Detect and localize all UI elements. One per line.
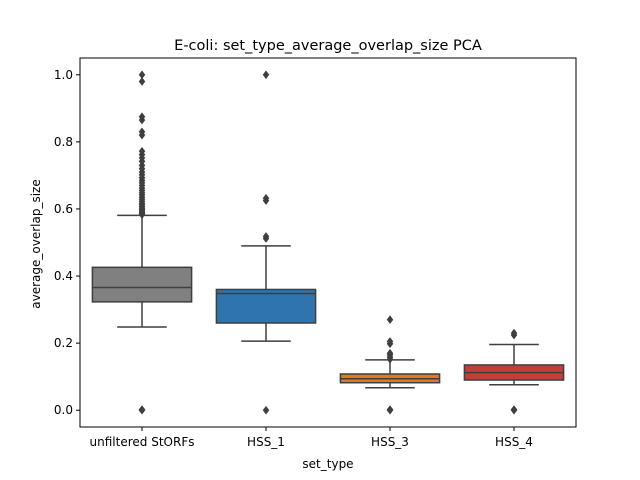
plot-frame	[79, 57, 577, 428]
box-2-outlier-point	[386, 348, 394, 358]
box-2-outlier-point	[386, 337, 394, 346]
box-3-outlier-point	[510, 328, 518, 338]
box-0-outlier-point	[138, 112, 146, 122]
box-1-outlier-point	[262, 193, 270, 203]
box-2-outlier-point	[386, 405, 394, 414]
box-0-outlier-point	[138, 70, 146, 80]
box-2-outlier-point	[386, 315, 394, 325]
box-1-outlier-point	[262, 232, 270, 241]
box-0-iqr-box	[91, 266, 193, 303]
box-1-outlier-point	[262, 405, 270, 415]
x-tick-label: HSS_1	[247, 435, 285, 449]
y-tick-label: 0.0	[54, 403, 73, 417]
y-tick-label: 0.8	[54, 135, 73, 149]
x-tick-label: unfiltered StORFs	[90, 435, 195, 449]
y-tick-label: 0.4	[54, 269, 73, 283]
box-3-outlier-point	[510, 405, 518, 414]
y-tick-label: 0.2	[54, 336, 73, 350]
y-axis-label: average_overlap_size	[29, 179, 43, 308]
x-axis-label: set_type	[302, 457, 353, 471]
chart-title: E-coli: set_type_average_overlap_size PC…	[174, 38, 482, 54]
x-tick-label: HSS_3	[371, 435, 409, 449]
box-1-iqr-box	[215, 288, 317, 324]
box-0-outlier-point	[138, 77, 146, 86]
plot-area: 0.0 0.2 0.4 0.6 0.8 1.0 unfiltered StORFs HSS_1…	[54, 57, 577, 449]
y-tick-label: 0.6	[54, 202, 73, 216]
box-1-outlier-point	[262, 70, 270, 80]
box-0-outlier-point	[138, 146, 146, 156]
y-tick-label: 1.0	[54, 68, 73, 82]
x-tick-label: HSS_4	[495, 435, 533, 449]
box-0-outlier-point	[138, 127, 146, 137]
box-0-outlier-point	[138, 405, 146, 414]
